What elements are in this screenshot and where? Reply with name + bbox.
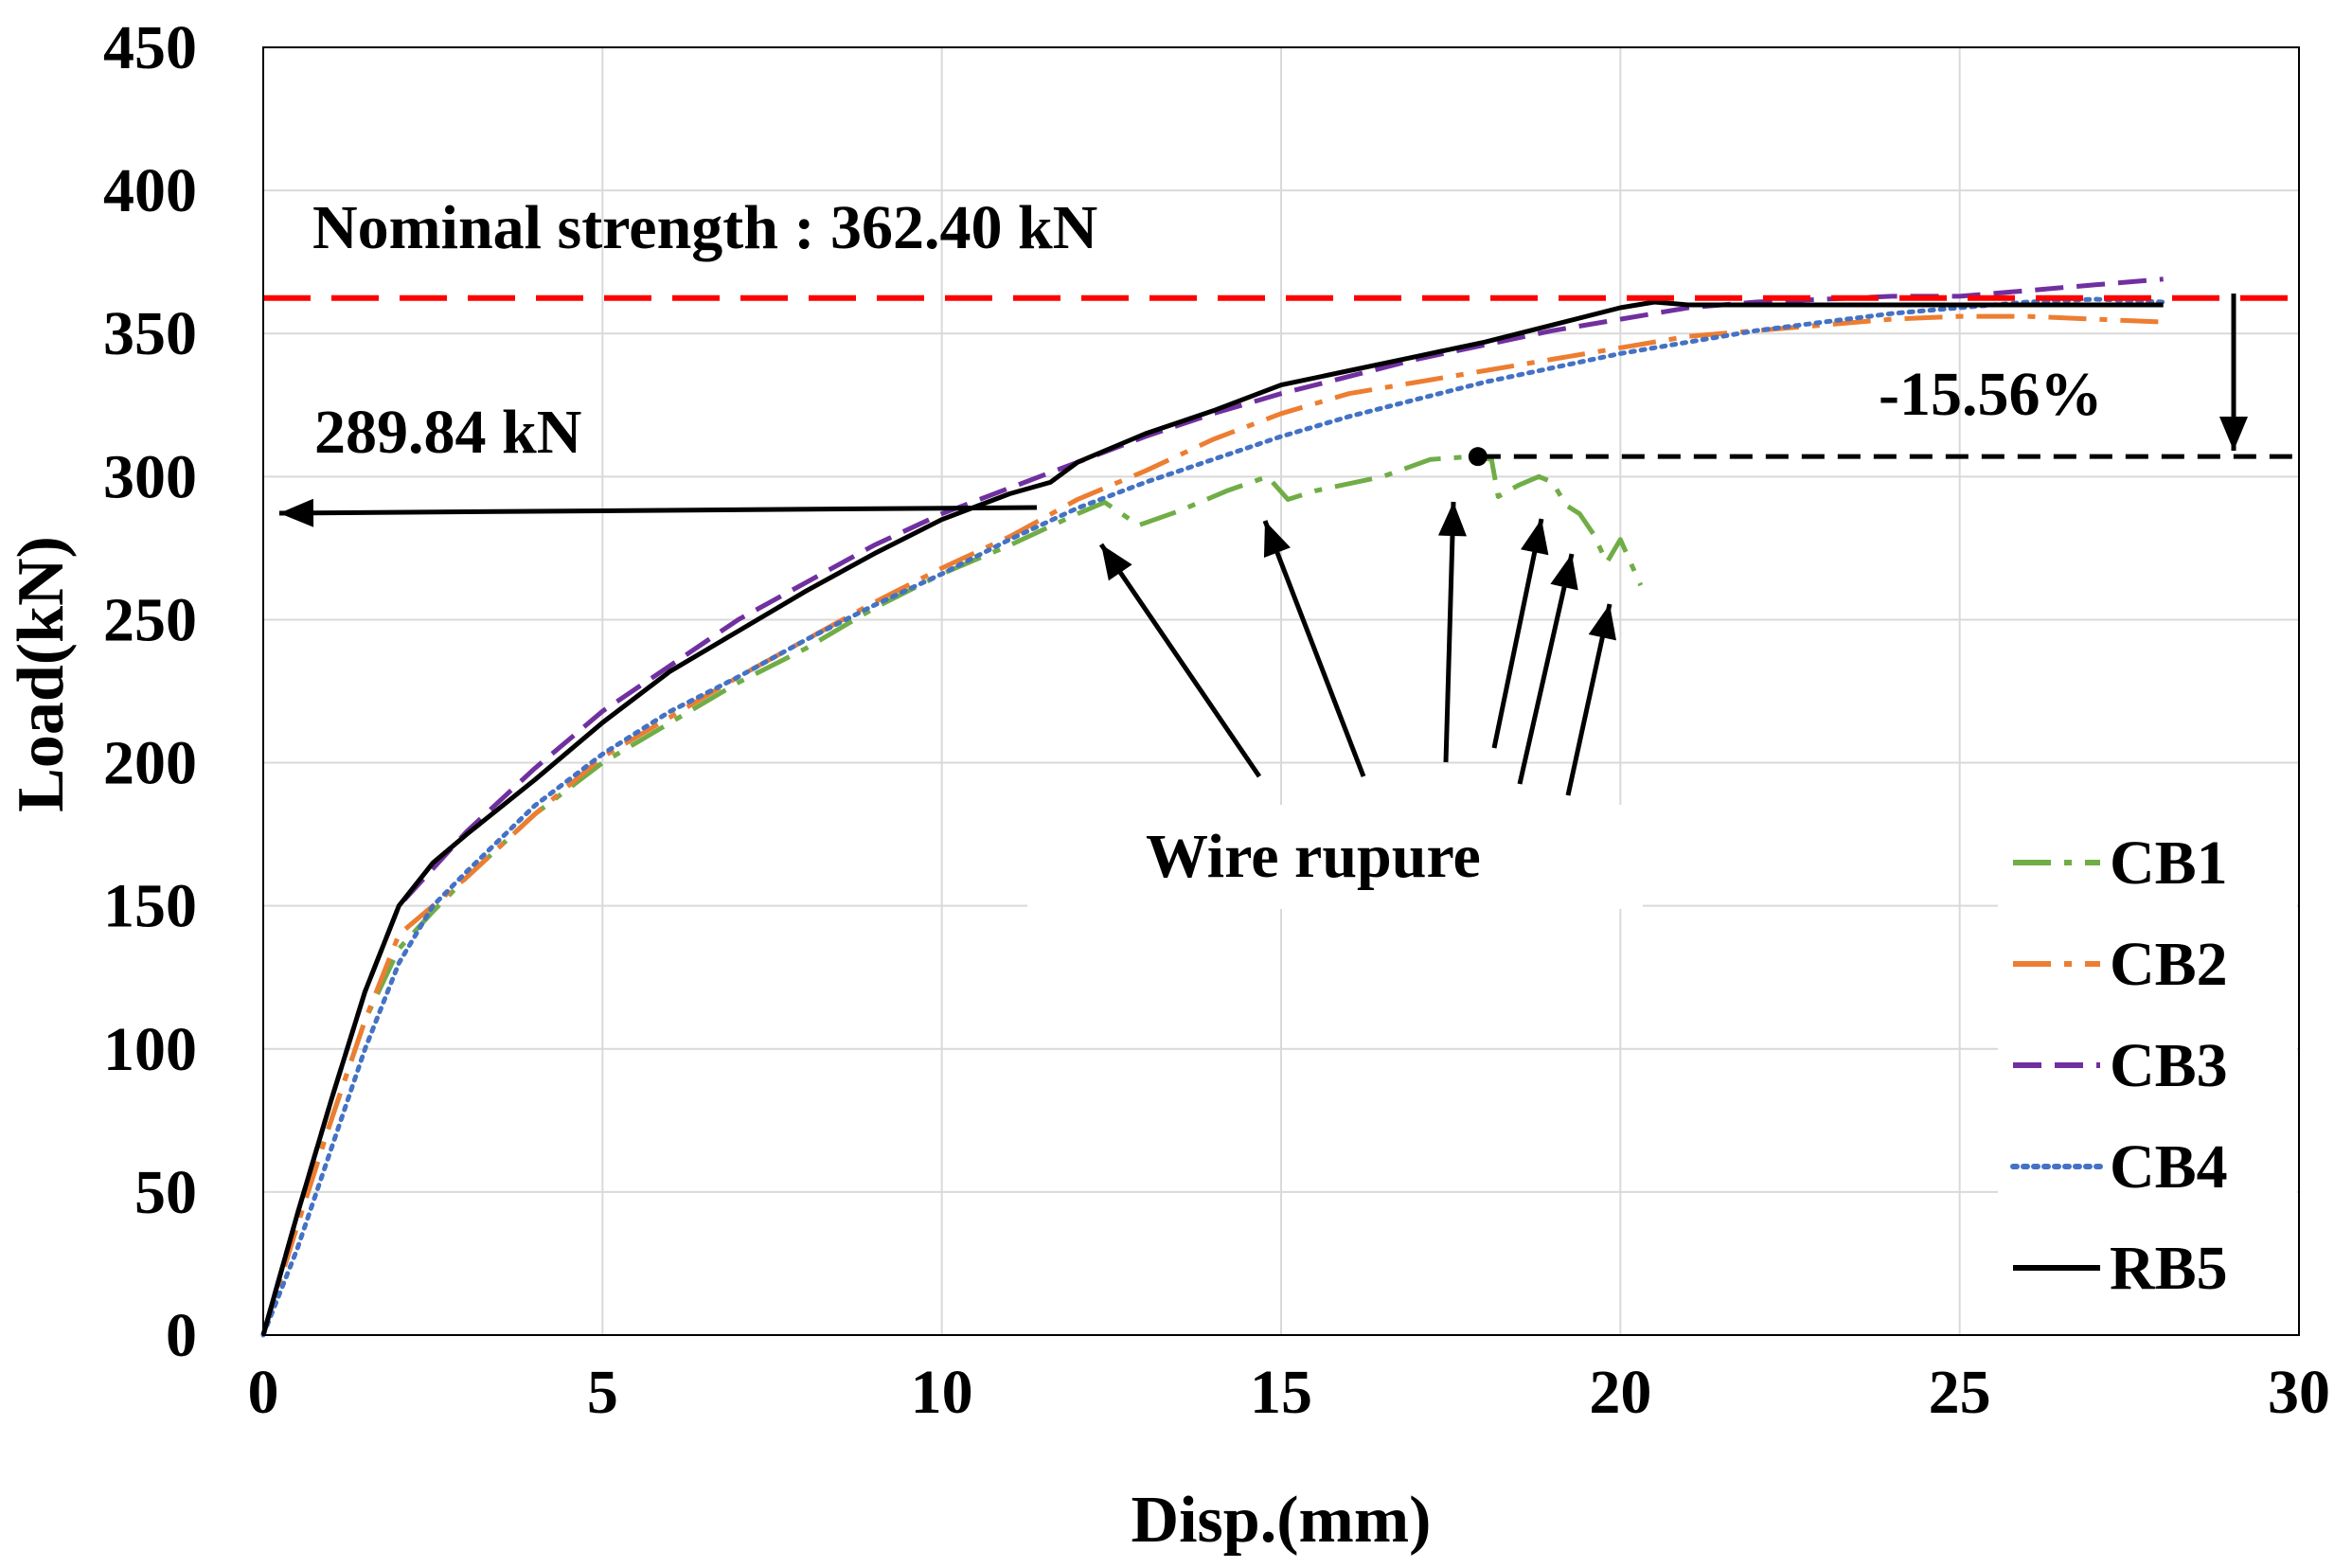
rupture-arrow-5-head <box>1550 554 1578 591</box>
drop-arrow-head <box>2219 417 2248 451</box>
rupture-arrow-2-head <box>1263 521 1291 558</box>
y-tick-label: 200 <box>103 729 197 798</box>
y-tick-label: 250 <box>103 585 197 654</box>
rupture-arrow-1-shaft <box>1098 543 1262 778</box>
x-tick-label: 20 <box>1589 1358 1651 1427</box>
rupture-arrow-6-head <box>1588 604 1616 641</box>
peak-marker <box>1468 447 1488 467</box>
series-line-rb5 <box>260 299 2164 1336</box>
legend-label-cb2: CB2 <box>2110 930 2228 999</box>
legend-label-cb3: CB3 <box>2110 1031 2228 1100</box>
x-axis-title: Disp.(mm) <box>1131 1484 1432 1557</box>
legend-label-cb1: CB1 <box>2110 829 2228 898</box>
annotations: Nominal strength : 362.40 kN 289.84 kN -… <box>312 193 2102 909</box>
rupture-arrow-1-head <box>1101 544 1132 581</box>
drop-percent-label: -15.56% <box>1879 360 2102 429</box>
tick-labels: 0 50 100 150 200 250 300 350 400 450 0 5 10 15 20 25 30 <box>103 13 2330 1427</box>
x-tick-label: 0 <box>248 1358 279 1427</box>
rupture-arrow-3-head <box>1437 502 1467 537</box>
x-tick-label: 10 <box>911 1358 973 1427</box>
y-tick-label: 350 <box>103 299 197 368</box>
value-arrow-shaft <box>278 505 1038 516</box>
series-lines <box>260 276 2166 1338</box>
legend-label-cb4: CB4 <box>2110 1132 2228 1202</box>
arrow-value-label: 289.84 kN <box>314 398 581 467</box>
legend: CB1 CB2 CB3 CB4 RB5 <box>1998 814 2297 1326</box>
y-tick-label: 100 <box>103 1015 197 1084</box>
wire-rupture-label-bg <box>1027 805 1643 909</box>
rupture-arrow-2-shaft <box>1262 520 1366 777</box>
x-tick-label: 30 <box>2268 1358 2330 1427</box>
value-arrow-head <box>279 498 314 527</box>
legend-label-rb5: RB5 <box>2110 1234 2228 1303</box>
y-tick-label: 50 <box>134 1158 197 1227</box>
x-tick-label: 25 <box>1929 1358 1991 1427</box>
y-axis-title: Load(kN) <box>5 536 78 812</box>
reference-lines <box>263 294 2299 467</box>
legend-box <box>1998 814 2297 1326</box>
y-tick-label: 450 <box>103 13 197 82</box>
y-tick-label: 400 <box>103 156 197 225</box>
x-tick-label: 15 <box>1250 1358 1312 1427</box>
series-line-cb4 <box>260 296 2166 1338</box>
series-line-cb2 <box>260 313 2164 1336</box>
nominal-strength-label: Nominal strength : 362.40 kN <box>312 193 1097 262</box>
annotation-arrows <box>278 294 2248 796</box>
y-tick-label: 150 <box>103 872 197 941</box>
x-tick-label: 5 <box>587 1358 618 1427</box>
rupture-arrow-3-shaft <box>1443 501 1456 763</box>
wire-rupture-label: Wire rupure <box>1146 822 1481 891</box>
rupture-arrow-4-head <box>1521 519 1549 556</box>
y-tick-label: 0 <box>166 1301 197 1370</box>
plot-frame <box>262 46 2300 1336</box>
rupture-arrow-4-shaft <box>1491 518 1544 749</box>
rupture-arrow-5-shaft <box>1517 553 1575 785</box>
y-tick-label: 300 <box>103 442 197 511</box>
